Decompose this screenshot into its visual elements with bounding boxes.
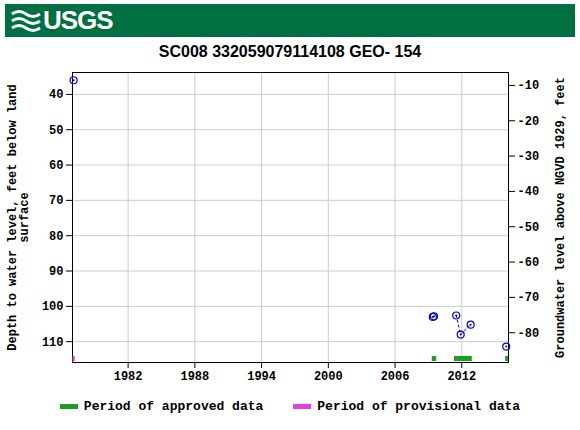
html-text:SC008 332059079114108 GEO- 154: SC008 332059079114108 GEO- 154 xyxy=(158,43,422,60)
svg-text:1982: 1982 xyxy=(114,370,143,384)
html-text:Period of provisional data: Period of provisional data xyxy=(317,399,521,414)
svg-text:-10: -10 xyxy=(518,79,540,93)
svg-text:110: 110 xyxy=(42,335,64,349)
svg-text:60: 60 xyxy=(49,159,63,173)
html-text:USGS: USGS xyxy=(43,5,113,35)
svg-text:-50: -50 xyxy=(518,221,540,235)
svg-text:70: 70 xyxy=(49,194,63,208)
svg-text:Groundwater level above NGVD 1: Groundwater level above NGVD 1929, feet xyxy=(554,77,568,358)
svg-text:1988: 1988 xyxy=(180,370,209,384)
svg-text:-20: -20 xyxy=(518,115,540,129)
svg-text:-80: -80 xyxy=(518,327,540,341)
svg-text:40: 40 xyxy=(49,88,63,102)
svg-text:-60: -60 xyxy=(518,256,540,270)
svg-text:1994: 1994 xyxy=(247,370,276,384)
svg-text:90: 90 xyxy=(49,265,63,279)
svg-text:-70: -70 xyxy=(518,291,540,305)
svg-text:-40: -40 xyxy=(518,185,540,199)
svg-text:50: 50 xyxy=(49,124,63,138)
svg-text:2012: 2012 xyxy=(447,370,476,384)
svg-text:100: 100 xyxy=(42,300,64,314)
svg-text:-30: -30 xyxy=(518,150,540,164)
svg-text:2006: 2006 xyxy=(381,370,410,384)
svg-text:80: 80 xyxy=(49,230,63,244)
svg-text:Depth to water level, feet bel: Depth to water level, feet below landsur… xyxy=(6,84,32,350)
svg-text:2000: 2000 xyxy=(314,370,343,384)
html-text:Period of approved data: Period of approved data xyxy=(83,399,264,414)
